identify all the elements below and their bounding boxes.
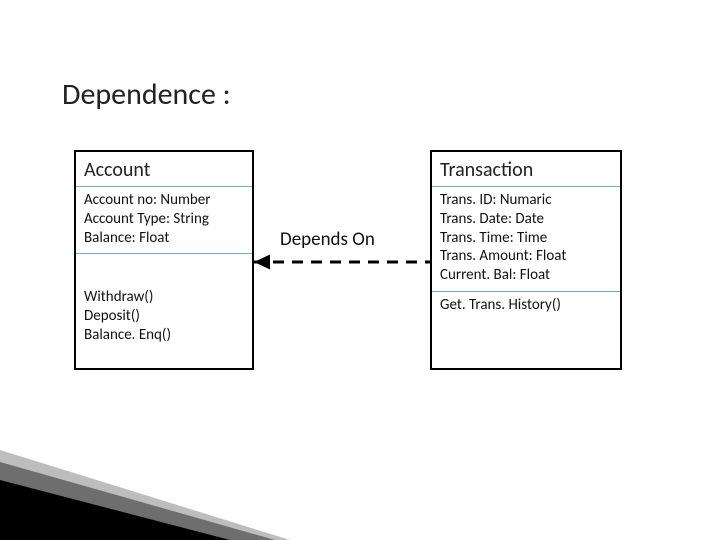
relationship-label: Depends On xyxy=(280,228,375,251)
diagram-title: Dependence : xyxy=(62,76,231,113)
class-account-attributes: Account no: Number Account Type: String … xyxy=(76,187,252,253)
attr: Account no: Number xyxy=(84,191,244,210)
slide-decor xyxy=(0,420,290,540)
class-transaction-operations: Get. Trans. History() xyxy=(432,292,620,321)
class-transaction-name: Transaction xyxy=(432,152,620,186)
class-account-name: Account xyxy=(76,152,252,186)
attr: Trans. Amount: Float xyxy=(440,247,612,266)
dependency-arrowhead xyxy=(254,255,270,270)
op: Deposit() xyxy=(84,307,244,326)
attr: Account Type: String xyxy=(84,210,244,229)
attr: Trans. Time: Time xyxy=(440,229,612,248)
class-transaction-attributes: Trans. ID: Numaric Trans. Date: Date Tra… xyxy=(432,187,620,291)
attr: Balance: Float xyxy=(84,229,244,248)
attr: Current. Bal: Float xyxy=(440,266,612,285)
op: Withdraw() xyxy=(84,288,244,307)
class-account: Account Account no: Number Account Type:… xyxy=(74,150,254,370)
op: Balance. Enq() xyxy=(84,326,244,345)
class-transaction: Transaction Trans. ID: Numaric Trans. Da… xyxy=(430,150,622,370)
decor-stripe xyxy=(0,480,230,540)
decor-stripe xyxy=(0,462,275,540)
attr: Trans. Date: Date xyxy=(440,210,612,229)
op: Get. Trans. History() xyxy=(440,296,612,315)
attr: Trans. ID: Numaric xyxy=(440,191,612,210)
decor-stripe xyxy=(0,450,290,540)
class-account-operations: Withdraw() Deposit() Balance. Enq() xyxy=(76,254,252,350)
